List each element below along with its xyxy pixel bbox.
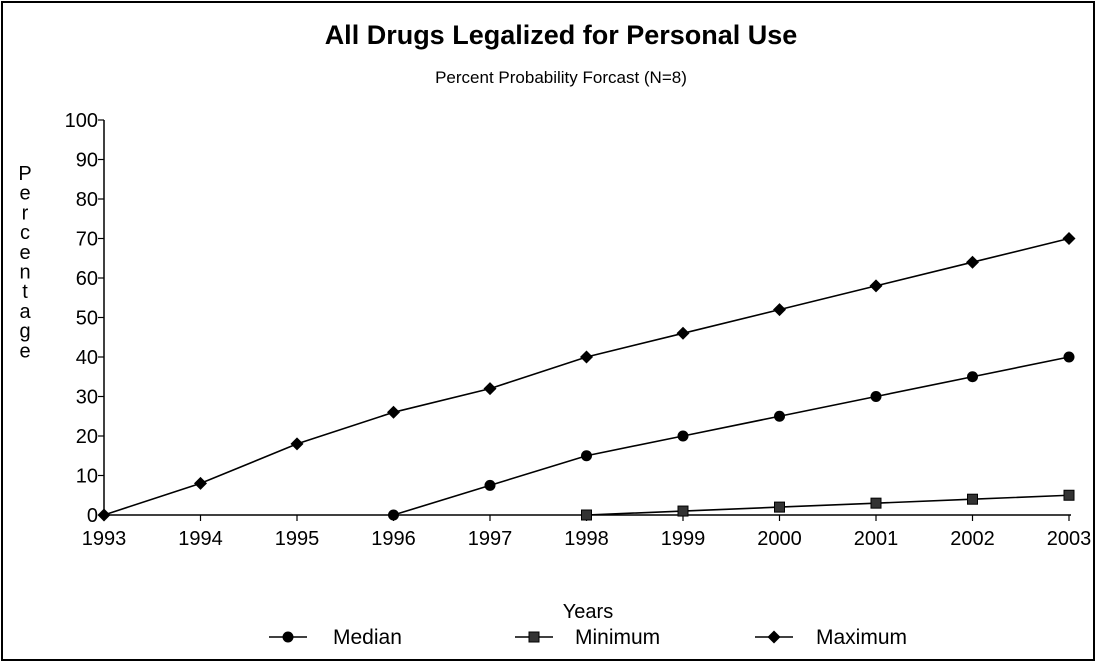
series-maximum (97, 232, 1076, 522)
x-axis-title: Years (563, 601, 613, 623)
x-tick-label: 2002 (950, 528, 995, 550)
x-tick-label: 1996 (371, 528, 416, 550)
x-tick-label: 1993 (82, 528, 127, 550)
legend-marker-maximum (767, 630, 781, 644)
y-tick-label: 50 (76, 308, 98, 330)
legend-label-median: Median (333, 626, 402, 649)
legend-item-median: Median (269, 626, 402, 649)
data-point-maximum (773, 303, 786, 317)
data-point-maximum (580, 350, 593, 364)
data-point-maximum (1062, 232, 1076, 245)
data-point-minimum (774, 501, 785, 513)
y-axis-title-letter: e (19, 183, 30, 205)
y-tick-label: 80 (76, 189, 98, 211)
y-axis-title-letter: r (22, 202, 29, 224)
y-axis-title-letter: c (20, 222, 30, 244)
x-tick-label: 1999 (661, 528, 706, 550)
series-line-maximum (103, 237, 1070, 516)
series-line-minimum (586, 494, 1070, 516)
y-axis-ticks: 0 10 20 30 40 50 60 70 80 90 100 (65, 110, 104, 527)
legend-label-minimum: Minimum (575, 626, 660, 649)
data-point-median (581, 450, 592, 462)
data-point-maximum (194, 476, 207, 490)
data-point-minimum (967, 493, 978, 505)
x-tick-label: 1995 (275, 528, 320, 550)
y-tick-label: 100 (65, 110, 98, 132)
y-axis-title-letter: g (19, 321, 30, 343)
data-point-maximum (869, 279, 883, 293)
y-axis-title-letter: a (19, 301, 31, 323)
series-median (388, 351, 1075, 521)
x-tick-label: 1998 (564, 528, 609, 550)
data-point-maximum (387, 405, 400, 419)
y-axis-title-letter: P (18, 163, 31, 185)
x-tick-label: 1997 (468, 528, 513, 550)
series-group (97, 232, 1076, 522)
y-axis-title-letter: e (19, 242, 30, 264)
x-axis-ticks: 1993 1994 1995 1996 1997 1998 1999 2000 2001 2002… (82, 515, 1092, 550)
y-axis-title-letter: e (19, 340, 30, 362)
data-point-maximum (290, 437, 304, 451)
legend-marker-median (282, 631, 294, 643)
data-point-maximum (966, 255, 979, 269)
chart-subtitle: Percent Probability Forcast (N=8) (435, 68, 687, 87)
x-tick-label: 2003 (1047, 528, 1092, 550)
y-tick-label: 70 (76, 229, 98, 251)
x-tick-label: 2001 (854, 528, 899, 550)
y-axis-title-letter: n (19, 262, 30, 284)
legend-item-maximum: Maximum (755, 626, 907, 649)
series-minimum (581, 489, 1075, 521)
data-point-minimum (677, 505, 689, 517)
data-point-maximum (483, 382, 497, 396)
y-tick-label: 90 (76, 150, 98, 172)
legend-label-maximum: Maximum (816, 626, 907, 649)
legend-marker-minimum (528, 631, 540, 643)
data-point-median (774, 410, 785, 422)
data-point-median (967, 371, 978, 383)
data-point-maximum (676, 326, 690, 340)
series-line-median (393, 356, 1070, 516)
data-point-maximum (97, 508, 111, 522)
y-tick-label: 40 (76, 347, 98, 369)
chart-title: All Drugs Legalized for Personal Use (325, 20, 798, 50)
y-tick-label: 20 (76, 426, 98, 448)
legend: Median Minimum Maximum (269, 626, 907, 649)
legend-item-minimum: Minimum (515, 626, 660, 649)
y-axis-title-letter: t (22, 281, 28, 303)
data-point-median (388, 509, 399, 521)
x-tick-label: 2000 (757, 528, 802, 550)
data-point-median (677, 430, 689, 442)
y-tick-label: 10 (76, 466, 98, 488)
data-point-minimum (1063, 489, 1075, 501)
y-tick-label: 60 (76, 268, 98, 290)
data-point-median (1063, 351, 1075, 363)
line-chart: All Drugs Legalized for Personal Use Per… (18, 20, 1092, 649)
y-tick-label: 0 (87, 505, 98, 527)
x-tick-label: 1994 (178, 528, 223, 550)
data-point-median (870, 391, 882, 402)
data-point-median (484, 479, 496, 491)
y-tick-label: 30 (76, 387, 98, 409)
data-point-minimum (870, 497, 882, 509)
data-point-minimum (581, 509, 592, 521)
